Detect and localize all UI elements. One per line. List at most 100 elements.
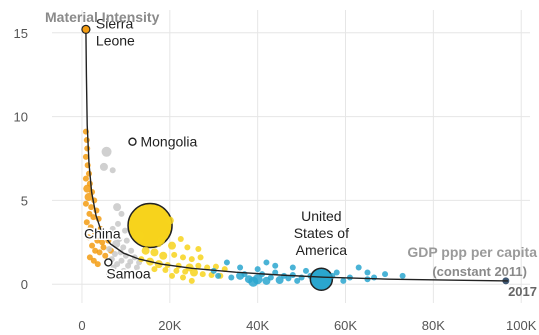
gray-point	[120, 267, 127, 274]
annotation-marker	[128, 137, 137, 146]
grid	[52, 10, 530, 303]
yellow-point	[188, 256, 195, 263]
yellow-point	[150, 248, 159, 257]
gray-point	[117, 249, 124, 256]
orange-point	[83, 137, 90, 144]
orange-point	[88, 204, 95, 211]
yellow-point	[195, 262, 202, 269]
annotation-label: America	[296, 242, 348, 258]
gray-point	[114, 220, 121, 227]
orange-point	[94, 261, 101, 268]
annotation-marker	[81, 24, 91, 35]
gray-point	[123, 237, 130, 244]
annotation-label: Sierra	[96, 15, 134, 31]
gray-point	[133, 264, 140, 271]
yellow-point	[188, 277, 195, 284]
gray-point	[99, 162, 108, 171]
yellow-point	[184, 244, 191, 251]
orange-point	[82, 175, 89, 182]
teal-point	[399, 272, 406, 279]
orange-point	[100, 244, 107, 251]
yellow-point	[195, 246, 202, 253]
orange-point	[83, 219, 90, 226]
orange-point	[86, 210, 93, 217]
gray-point	[128, 247, 135, 254]
orange-point	[90, 257, 97, 264]
teal-point	[364, 269, 371, 276]
y-tick-label: 0	[21, 277, 28, 292]
yellow-point	[199, 271, 206, 278]
teal-point	[285, 275, 292, 282]
orange-point	[102, 252, 109, 259]
y-tick-label: 10	[14, 110, 28, 125]
yellow-point	[168, 241, 177, 250]
teal-point	[294, 277, 301, 284]
teal-point	[382, 271, 389, 278]
teal-point	[355, 264, 362, 271]
yellow-point	[127, 202, 173, 249]
year-label: 2017	[508, 284, 537, 299]
teal-point	[223, 259, 230, 266]
orange-point	[90, 214, 97, 221]
axis-ticks: 0 5 10 15 0 20K 40K 60K 80K 100K	[14, 26, 537, 333]
teal-point	[340, 277, 347, 284]
orange-point	[84, 193, 93, 202]
teal-point	[252, 274, 263, 285]
teal-point	[263, 259, 270, 266]
gray-point	[101, 146, 112, 157]
yellow-point	[197, 254, 204, 261]
yellow-point	[189, 268, 198, 277]
orange-point	[86, 254, 93, 261]
orange-point	[94, 237, 101, 244]
gray-point	[106, 271, 113, 278]
teal-point	[237, 264, 244, 271]
teal-point	[302, 267, 309, 274]
yellow-point	[179, 254, 186, 261]
yellow-point	[182, 268, 189, 275]
teal-point	[371, 274, 378, 281]
teal-point	[275, 276, 284, 285]
teal-point	[267, 274, 274, 281]
yellow-point	[177, 235, 184, 242]
gray-point	[111, 251, 118, 258]
orange-point	[84, 145, 91, 152]
y-axis-title: Material Intensity	[45, 9, 160, 25]
yellow-point	[171, 251, 178, 258]
gray-point	[106, 246, 113, 253]
teal-point	[254, 266, 261, 273]
annotation-label: Mongolia	[140, 134, 197, 150]
yellow-point	[151, 266, 158, 273]
teal-point	[333, 269, 340, 276]
gray-point	[118, 210, 125, 217]
annotation-label: Samoa	[106, 265, 151, 281]
annotation-marker	[104, 258, 113, 267]
y-tick-label: 5	[21, 193, 28, 208]
gray-point	[109, 167, 116, 174]
gray-point	[110, 264, 117, 271]
x-tick-label: 100K	[506, 318, 537, 333]
x-tick-label: 0	[78, 318, 85, 333]
teal-point	[289, 264, 296, 271]
x-axis-title: GDP ppp per capita	[407, 244, 537, 260]
annotation-label: United	[301, 208, 341, 224]
yellow-point	[141, 246, 150, 255]
teal-point	[309, 267, 334, 291]
orange-point	[82, 153, 89, 160]
yellow-point	[165, 216, 174, 225]
orange-point	[85, 170, 92, 177]
yellow-point	[162, 266, 169, 273]
data-points	[81, 25, 511, 291]
annotation-label: Leone	[96, 32, 135, 48]
x-axis-subtitle: (constant 2011)	[432, 264, 527, 279]
gray-point	[125, 262, 132, 269]
trend-line-group	[85, 29, 509, 282]
yellow-point	[169, 272, 176, 279]
gray-point	[109, 225, 116, 232]
annotation-label: States of	[294, 225, 349, 241]
gray-point	[107, 234, 114, 241]
x-tick-label: 20K	[158, 318, 181, 333]
orange-point	[91, 229, 98, 236]
annotation-label: China	[84, 226, 121, 242]
orange-point	[96, 249, 103, 256]
